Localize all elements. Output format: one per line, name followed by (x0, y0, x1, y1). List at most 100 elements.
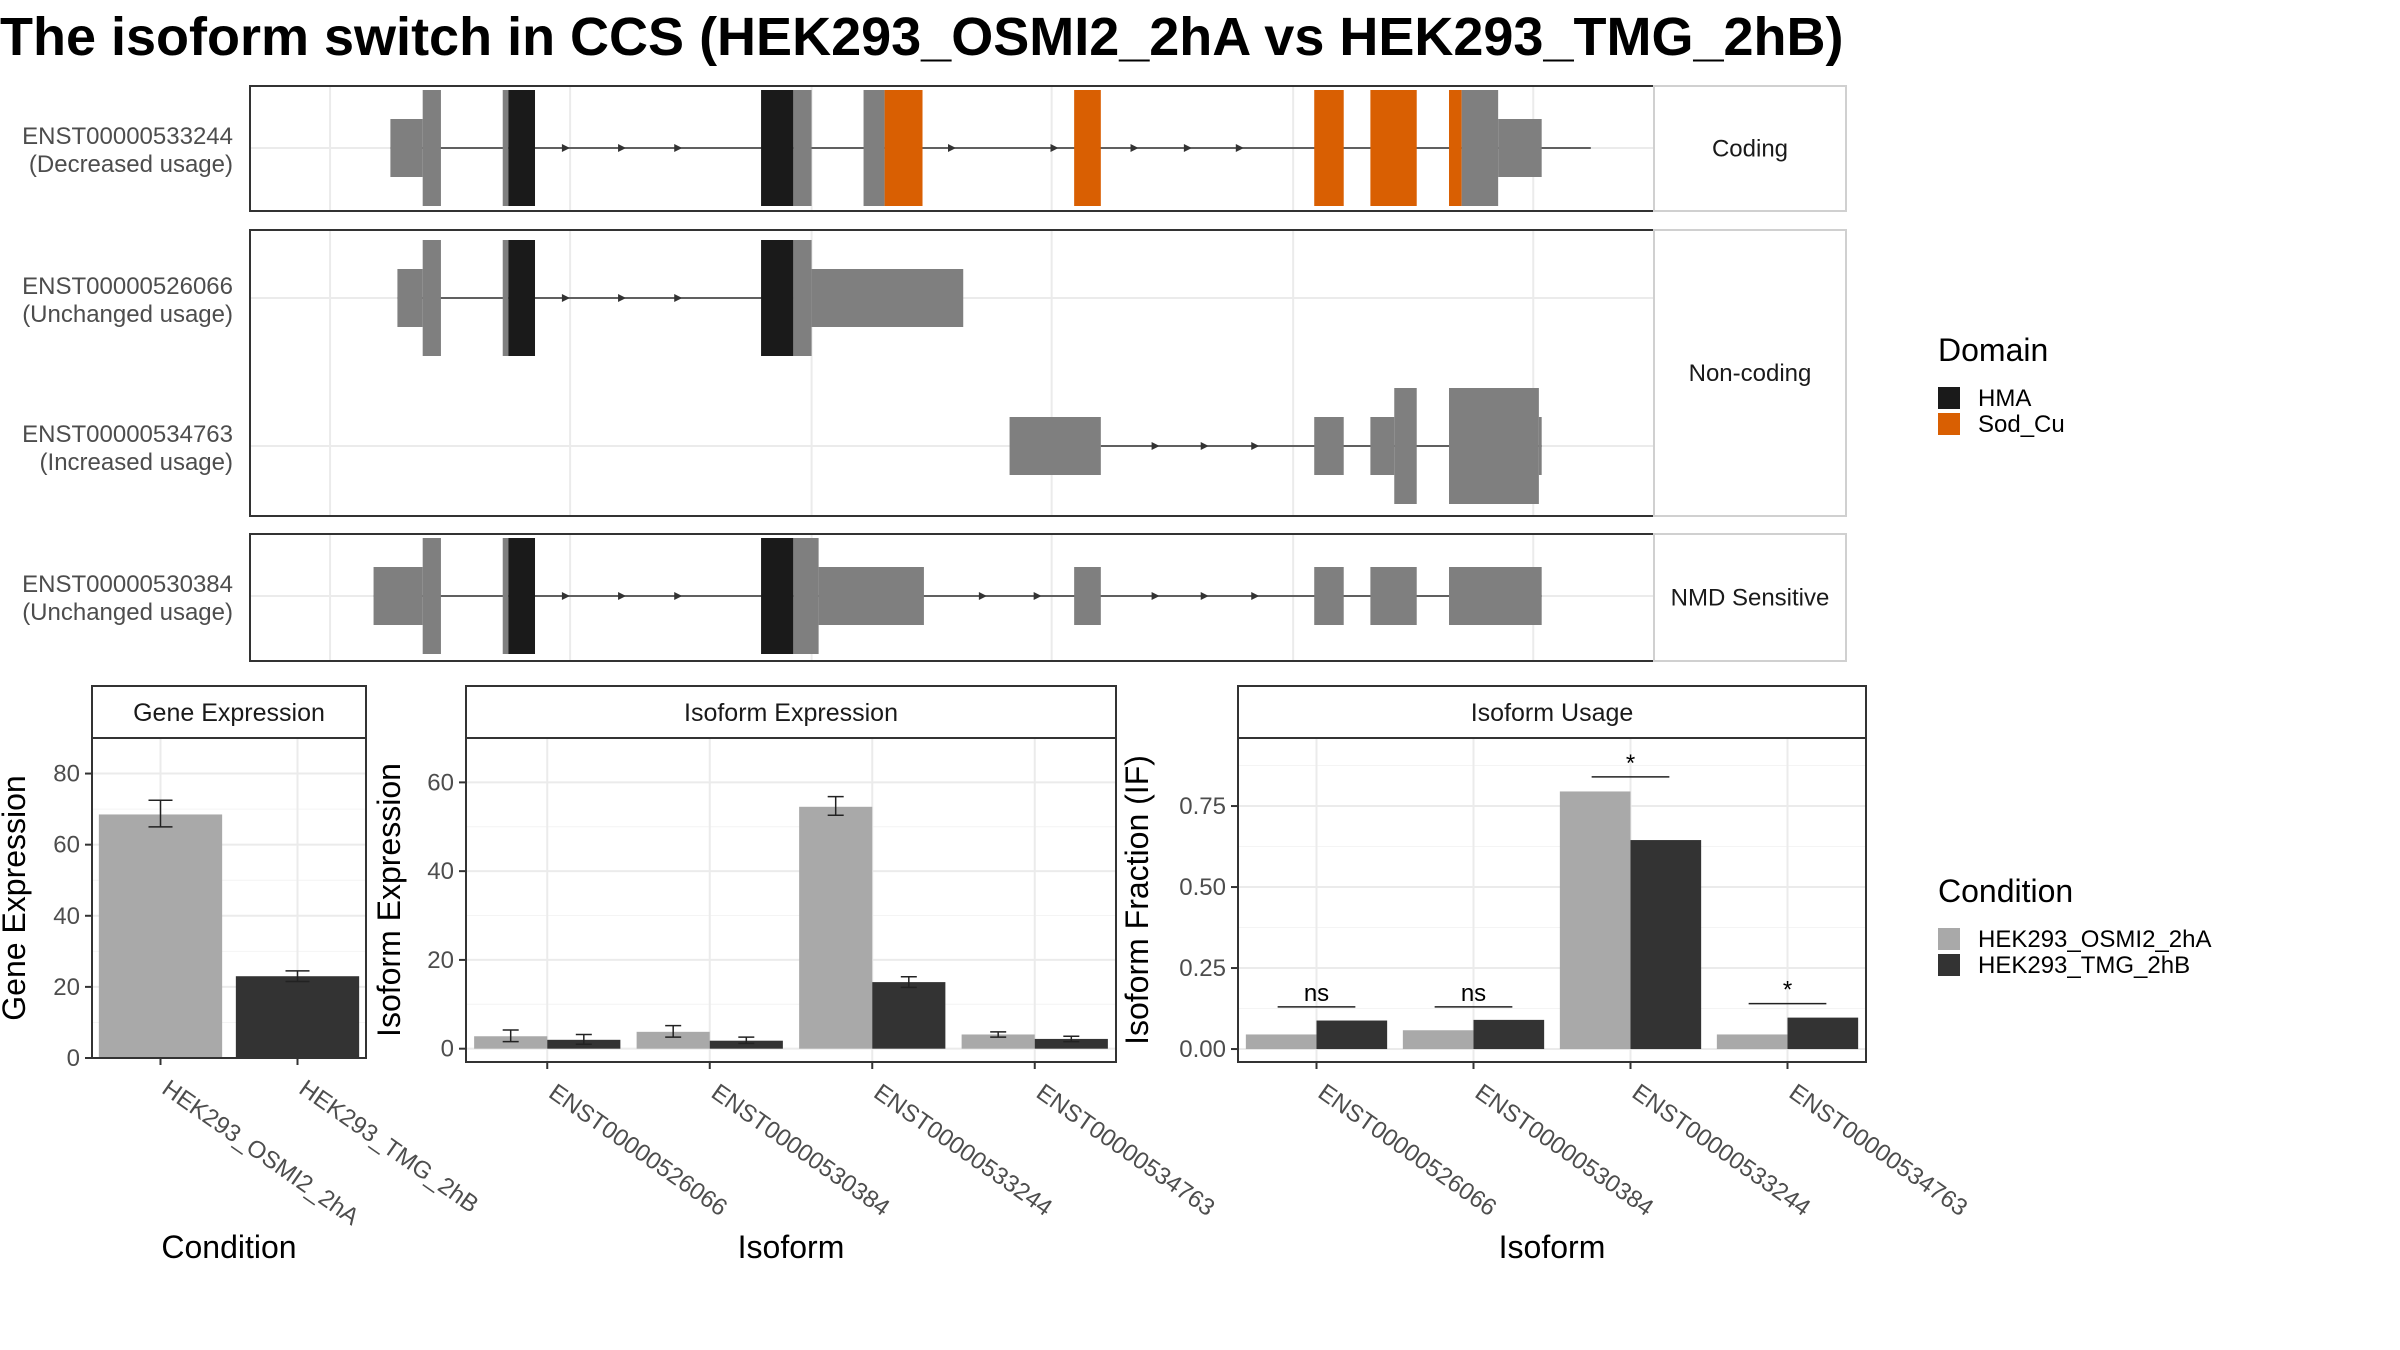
facet-strip-label: NMD Sensitive (1671, 585, 1830, 612)
y-tick-label: 40 (427, 858, 454, 885)
error-bar (738, 1036, 755, 1045)
x-tick-label: ENST00000526066 (544, 1079, 732, 1222)
exon-block (397, 269, 423, 327)
transcript-track: ENST00000533244(Decreased usage) (22, 90, 1591, 206)
intron-arrow (618, 144, 627, 152)
intron-arrow (561, 294, 570, 302)
exon-block (1394, 388, 1417, 504)
bar (799, 806, 873, 1049)
exon-block (1370, 90, 1417, 206)
legend-label: HMA (1978, 385, 2031, 412)
exon-block (1009, 417, 1101, 475)
exon-block (793, 240, 812, 356)
bar (636, 1031, 710, 1049)
intron-arrow (1251, 442, 1260, 450)
exon-block (793, 538, 819, 654)
bar (1316, 1020, 1388, 1050)
x-tick-label: ENST00000530384 (706, 1079, 894, 1222)
exon-block (863, 90, 885, 206)
x-axis-title: Condition (161, 1229, 296, 1265)
facet-strip (1653, 85, 1847, 212)
transcript-id-label: ENST00000533244 (22, 123, 233, 150)
legend-key (1938, 928, 1960, 950)
exon-block (422, 90, 441, 206)
bar-chart-panel: Gene Expression020406080HEK293_OSMI2_2hA… (0, 685, 483, 1265)
y-tick-label: 60 (427, 769, 454, 796)
facet-strip (1653, 229, 1847, 517)
transcript-usage-label: (Decreased usage) (29, 151, 233, 178)
intron-arrow (1235, 144, 1244, 152)
intron-arrow (618, 592, 627, 600)
y-axis-title: Isoform Expression (371, 763, 407, 1037)
x-tick-label: ENST00000533244 (869, 1079, 1057, 1222)
exon-block (1538, 417, 1542, 475)
significance-label: * (1783, 977, 1792, 1004)
transcript-id-label: ENST00000526066 (22, 273, 233, 300)
bar (474, 1036, 548, 1049)
legend-title: Condition (1938, 873, 2073, 909)
exon-block (1314, 90, 1344, 206)
y-tick-label: 0.25 (1179, 955, 1226, 982)
transcript-usage-label: (Increased usage) (40, 449, 233, 476)
transcript-usage-label: (Unchanged usage) (22, 301, 233, 328)
transcript-id-label: ENST00000534763 (22, 421, 233, 448)
exon-block (1449, 90, 1462, 206)
exon-block (508, 90, 536, 206)
exon-block (390, 119, 423, 177)
intron-arrow (674, 294, 683, 302)
chart-title: Gene Expression (133, 699, 325, 727)
y-tick-label: 0 (441, 1036, 454, 1063)
bar (872, 982, 946, 1049)
intron-arrow (674, 144, 683, 152)
bar (1559, 791, 1631, 1050)
legend-key (1938, 387, 1960, 409)
bar (1473, 1019, 1545, 1050)
bar (1402, 1030, 1474, 1050)
intron-arrow (674, 592, 683, 600)
legend-label: Sod_Cu (1978, 411, 2065, 438)
exon-block (502, 90, 509, 206)
bar (1716, 1034, 1788, 1050)
legend-title: Domain (1938, 332, 2048, 368)
intron-arrow (1183, 144, 1192, 152)
y-tick-label: 0.50 (1179, 874, 1226, 901)
exon-block (1449, 388, 1539, 504)
bar (1630, 840, 1702, 1050)
exon-block (761, 90, 794, 206)
exon-block (1461, 90, 1499, 206)
error-bar (502, 1029, 519, 1043)
intron-arrow (978, 592, 987, 600)
exon-block (1370, 567, 1417, 625)
exon-block (811, 269, 964, 327)
bar (709, 1040, 783, 1049)
legend-key (1938, 413, 1960, 435)
intron-arrow (1151, 442, 1160, 450)
y-tick-label: 80 (53, 761, 80, 788)
exon-block (884, 90, 923, 206)
transcript-id-label: ENST00000530384 (22, 571, 233, 598)
bar (235, 976, 360, 1058)
y-axis-title: Gene Expression (0, 775, 32, 1020)
exon-block (1370, 417, 1395, 475)
significance-label: ns (1304, 980, 1329, 1007)
chart-title: Isoform Usage (1471, 699, 1634, 727)
intron-arrow (1130, 144, 1139, 152)
exon-block (1314, 417, 1344, 475)
y-axis-title: Isoform Fraction (IF) (1119, 755, 1155, 1045)
bar-charts: Gene Expression020406080HEK293_OSMI2_2hA… (0, 685, 1972, 1265)
y-tick-label: 40 (53, 903, 80, 930)
exon-block (502, 538, 509, 654)
y-tick-label: 20 (53, 974, 80, 1001)
error-bar (285, 970, 310, 983)
error-bar (665, 1024, 682, 1038)
error-bar (575, 1033, 592, 1045)
exon-block (508, 240, 536, 356)
significance-label: ns (1461, 980, 1486, 1007)
transcript-track: ENST00000530384(Unchanged usage) (22, 538, 1542, 654)
intron-arrow (561, 144, 570, 152)
intron-arrow (948, 144, 956, 152)
legend-key (1938, 954, 1960, 976)
y-tick-label: 0.75 (1179, 793, 1226, 820)
